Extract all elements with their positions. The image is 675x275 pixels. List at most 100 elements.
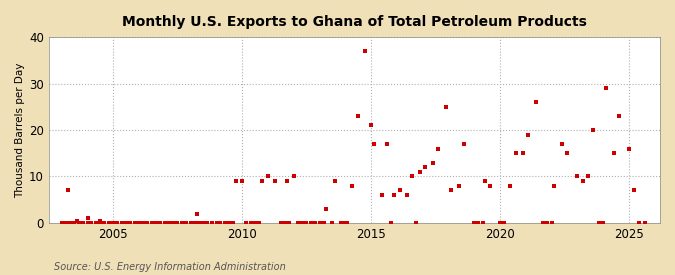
Point: [284, 221, 294, 225]
Point: [73, 221, 84, 225]
Point: [163, 221, 174, 225]
Point: [402, 193, 412, 197]
Point: [146, 221, 157, 225]
Point: [458, 142, 469, 146]
Point: [369, 142, 379, 146]
Point: [446, 188, 456, 192]
Point: [433, 146, 443, 151]
Point: [634, 221, 645, 225]
Point: [376, 193, 387, 197]
Point: [407, 174, 418, 179]
Point: [249, 221, 260, 225]
Point: [420, 165, 431, 169]
Point: [518, 151, 529, 155]
Point: [269, 179, 280, 183]
Point: [546, 221, 557, 225]
Point: [215, 221, 225, 225]
Point: [485, 183, 495, 188]
Point: [505, 183, 516, 188]
Point: [230, 179, 241, 183]
Point: [531, 100, 541, 104]
Point: [95, 221, 105, 225]
Point: [65, 221, 76, 225]
Point: [219, 221, 230, 225]
Point: [353, 114, 364, 118]
Point: [510, 151, 521, 155]
Point: [329, 179, 340, 183]
Point: [256, 179, 267, 183]
Point: [279, 221, 290, 225]
Point: [389, 193, 400, 197]
Point: [90, 221, 101, 225]
Point: [82, 216, 93, 221]
Point: [549, 183, 560, 188]
Point: [577, 179, 588, 183]
Point: [608, 151, 619, 155]
Point: [541, 221, 552, 225]
Point: [305, 221, 316, 225]
Point: [103, 221, 114, 225]
Point: [176, 221, 187, 225]
Point: [142, 221, 153, 225]
Point: [321, 207, 331, 211]
Point: [72, 218, 82, 223]
Point: [245, 221, 256, 225]
Point: [346, 183, 357, 188]
Point: [69, 221, 80, 225]
Point: [282, 179, 293, 183]
Point: [428, 160, 439, 165]
Point: [189, 221, 200, 225]
Point: [138, 221, 148, 225]
Point: [593, 221, 604, 225]
Point: [441, 104, 452, 109]
Point: [134, 221, 144, 225]
Point: [557, 142, 568, 146]
Point: [315, 221, 325, 225]
Point: [155, 221, 165, 225]
Point: [125, 221, 136, 225]
Point: [583, 174, 593, 179]
Point: [629, 188, 640, 192]
Point: [523, 133, 534, 137]
Point: [495, 221, 506, 225]
Point: [223, 221, 234, 225]
Point: [151, 221, 161, 225]
Point: [63, 188, 74, 192]
Point: [202, 221, 213, 225]
Point: [415, 170, 426, 174]
Point: [301, 221, 312, 225]
Point: [472, 221, 483, 225]
Point: [186, 221, 196, 225]
Point: [57, 221, 68, 225]
Point: [340, 221, 351, 225]
Point: [95, 218, 106, 223]
Point: [254, 221, 265, 225]
Point: [211, 221, 222, 225]
Point: [624, 146, 634, 151]
Point: [366, 123, 377, 128]
Point: [614, 114, 624, 118]
Point: [129, 221, 140, 225]
Point: [385, 221, 396, 225]
Point: [318, 221, 329, 225]
Point: [327, 221, 338, 225]
Point: [598, 221, 609, 225]
Point: [310, 221, 321, 225]
Point: [639, 221, 650, 225]
Point: [198, 221, 209, 225]
Point: [469, 221, 480, 225]
Point: [159, 221, 170, 225]
Point: [181, 221, 192, 225]
Point: [116, 221, 127, 225]
Point: [572, 174, 583, 179]
Point: [78, 221, 88, 225]
Point: [537, 221, 548, 225]
Point: [275, 221, 286, 225]
Point: [168, 221, 179, 225]
Point: [394, 188, 405, 192]
Point: [411, 221, 422, 225]
Point: [207, 221, 217, 225]
Point: [108, 221, 119, 225]
Point: [120, 221, 131, 225]
Point: [587, 128, 598, 132]
